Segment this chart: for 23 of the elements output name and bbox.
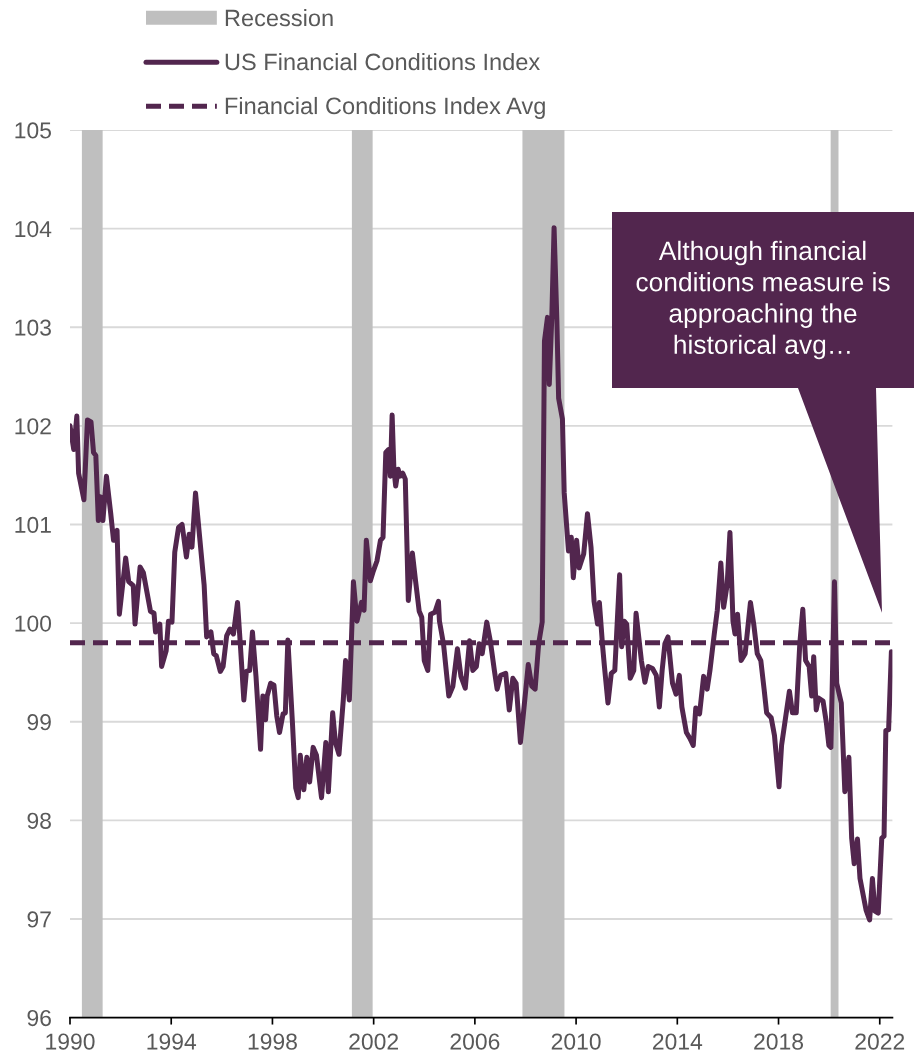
y-tick-label: 96 <box>27 1009 51 1027</box>
legend-label: Financial Conditions Index Avg <box>225 96 545 119</box>
legend-label: Recession <box>225 9 333 27</box>
y-tick-label: 97 <box>27 911 51 928</box>
y-tick-label: 105 <box>15 122 51 139</box>
legend-label: US Financial Conditions Index <box>225 52 540 71</box>
x-tick-label: 1994 <box>147 1033 197 1050</box>
y-tick-label: 103 <box>15 319 51 336</box>
y-tick-label: 102 <box>15 418 51 435</box>
x-tick-label: 1990 <box>46 1033 95 1050</box>
x-tick-label: 1998 <box>248 1033 297 1050</box>
x-tick-label: 2010 <box>551 1033 601 1050</box>
x-tick-label: 2006 <box>450 1033 500 1050</box>
y-tick-label: 98 <box>27 812 51 829</box>
y-tick-label: 101 <box>15 516 51 534</box>
y-tick-label: 104 <box>15 220 52 238</box>
x-tick-label: 2022 <box>855 1033 905 1050</box>
y-tick-label: 99 <box>27 714 51 731</box>
x-tick-label: 2014 <box>652 1033 703 1050</box>
x-tick-label: 2002 <box>349 1033 398 1050</box>
x-tick-label: 2018 <box>754 1033 804 1050</box>
y-tick-label: 100 <box>15 615 52 632</box>
annotation: Although financial conditions measure is approaching the historical avg… <box>636 240 890 360</box>
